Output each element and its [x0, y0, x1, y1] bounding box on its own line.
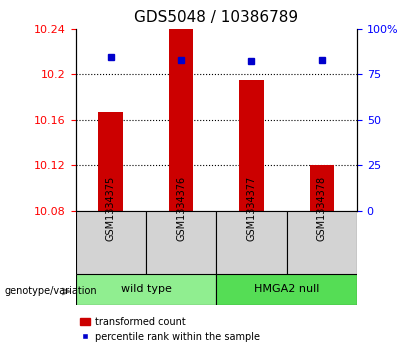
Bar	[287, 211, 357, 274]
Bar	[76, 211, 146, 274]
Text: HMGA2 null: HMGA2 null	[254, 285, 319, 294]
Text: GSM1334376: GSM1334376	[176, 176, 186, 241]
Bar	[216, 274, 357, 305]
Text: GSM1334375: GSM1334375	[106, 176, 116, 241]
Bar	[239, 80, 264, 211]
Bar	[98, 112, 123, 211]
Text: genotype/variation: genotype/variation	[4, 286, 97, 297]
Bar	[76, 274, 216, 305]
Title: GDS5048 / 10386789: GDS5048 / 10386789	[134, 10, 298, 25]
Text: GSM1334378: GSM1334378	[317, 176, 327, 241]
Bar	[146, 211, 216, 274]
Legend: transformed count, percentile rank within the sample: transformed count, percentile rank withi…	[81, 317, 260, 342]
Bar	[169, 29, 194, 211]
Bar	[310, 165, 334, 211]
Bar	[216, 211, 287, 274]
Text: GSM1334377: GSM1334377	[247, 176, 257, 241]
Text: wild type: wild type	[121, 285, 171, 294]
